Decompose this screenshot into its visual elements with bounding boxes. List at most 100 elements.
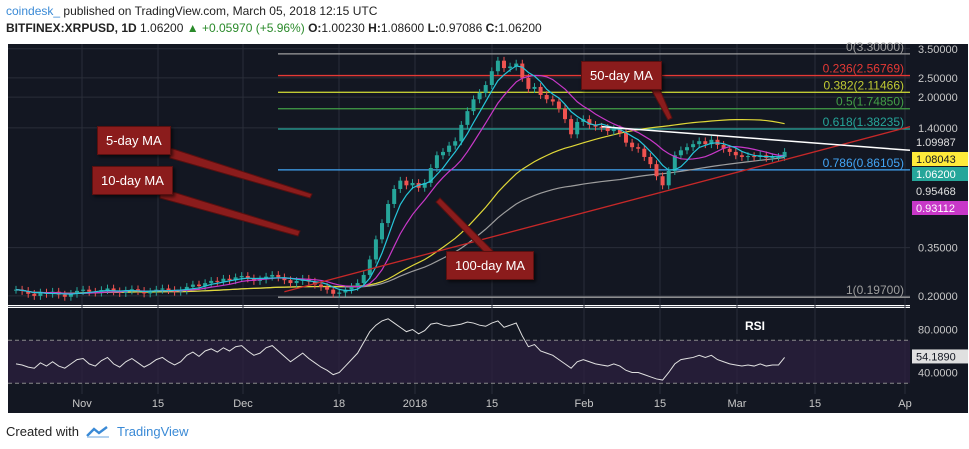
candle-body <box>447 145 452 152</box>
candle-body <box>569 119 574 135</box>
candle-body <box>746 156 750 158</box>
candle-body <box>380 223 384 240</box>
candle-body <box>129 289 134 291</box>
low-label: L: <box>427 21 439 35</box>
close-label: C: <box>485 21 499 35</box>
candle-body <box>453 141 458 146</box>
candle-body <box>605 127 610 132</box>
rsi-band <box>8 340 910 384</box>
candle-body <box>532 86 537 89</box>
candle-body <box>331 289 336 294</box>
candle-body <box>770 156 775 158</box>
x-tick-label: 15 <box>809 398 821 410</box>
candle-body <box>617 129 622 133</box>
publish-line: coindesk_ published on TradingView.com, … <box>6 4 377 18</box>
candle-body <box>660 176 665 186</box>
candle-body <box>355 283 360 287</box>
candle-body <box>398 180 403 189</box>
price-label-box <box>912 152 968 166</box>
y-tick-label: 0.20000 <box>918 291 958 303</box>
rsi-value-label: 54.1890 <box>916 351 956 363</box>
candle-body <box>361 274 366 284</box>
candle-body <box>471 99 476 112</box>
x-tick-label: Feb <box>575 398 594 410</box>
x-tick-label: 15 <box>486 398 498 410</box>
candle-body <box>678 150 683 156</box>
candle-body <box>32 293 37 296</box>
symbol-name: BITFINEX:XRPUSD, 1D <box>6 21 137 35</box>
candle-body <box>245 275 250 279</box>
brand-name[interactable]: coindesk_ <box>6 4 61 18</box>
annotation-ma100: 100-day MA <box>446 251 535 280</box>
candle-body <box>282 277 287 281</box>
tradingview-link[interactable]: TradingView <box>116 424 189 439</box>
x-tick-label: 15 <box>152 398 164 410</box>
annotation-ma5: 5-day MA <box>97 126 171 155</box>
annotation-ma10: 10-day MA <box>92 166 173 195</box>
candle-body <box>81 289 86 291</box>
rsi-tick-label: 40.0000 <box>918 368 958 380</box>
candle-body <box>148 291 153 294</box>
x-tick-label: 18 <box>333 398 345 410</box>
candle-body <box>227 278 232 281</box>
candle-body <box>343 289 348 293</box>
time-axis <box>8 394 910 413</box>
candle-body <box>367 259 372 275</box>
candle-body <box>672 155 677 171</box>
ma5-line <box>15 65 785 295</box>
y-tick-label: 0.35000 <box>918 243 958 255</box>
symbol-line: BITFINEX:XRPUSD, 1D 1.06200 ▲ +0.05970 (… <box>6 21 542 35</box>
candle-body <box>325 286 330 290</box>
x-tick-label: Mar <box>728 398 747 410</box>
y-tick-label: 2.50000 <box>918 73 958 85</box>
candle-body <box>251 278 256 281</box>
created-with-label: Created with <box>6 424 79 439</box>
candle-body <box>26 290 31 294</box>
candle-body <box>666 170 671 186</box>
candle-body <box>697 141 702 145</box>
x-tick-label: Nov <box>72 398 92 410</box>
candle-body <box>489 71 494 86</box>
candle-body <box>404 180 409 186</box>
open-label: O: <box>308 21 322 35</box>
candle-body <box>337 292 342 294</box>
candle-body <box>544 94 549 100</box>
candle-body <box>685 147 689 151</box>
price-label-text: 1.08043 <box>916 154 956 166</box>
candle-body <box>624 132 628 143</box>
fib-level-label: 1(0.19700) <box>846 283 904 297</box>
candle-body <box>386 203 391 224</box>
candle-body <box>184 286 189 291</box>
resistance-trendline <box>601 125 911 152</box>
low-value: 0.97086 <box>438 21 483 35</box>
candle-body <box>739 155 744 157</box>
candle-body <box>233 277 238 281</box>
support-trendline <box>284 126 911 293</box>
fib-level-label: 0.236(2.56769) <box>823 62 904 76</box>
candle-body <box>776 156 781 158</box>
x-tick-label: Ap <box>898 398 911 410</box>
last-price: 1.06200 <box>140 21 184 35</box>
candle-body <box>782 151 787 157</box>
candle-body <box>62 294 67 297</box>
candle-body <box>587 119 592 125</box>
candle-body <box>306 278 311 282</box>
candle-body <box>636 147 641 149</box>
candle-body <box>215 280 220 282</box>
candle-body <box>319 284 323 287</box>
tradingview-logo-icon <box>86 425 109 438</box>
price-label-box <box>912 135 968 149</box>
candle-body <box>221 278 226 282</box>
y-tick-label: 1.40000 <box>918 123 958 135</box>
candle-body <box>349 286 354 290</box>
candle-body <box>520 63 525 78</box>
rsi-value-box <box>912 349 968 364</box>
candle-body <box>197 284 201 287</box>
price-label-text: 0.93112 <box>916 203 955 215</box>
published-text: published on TradingView.com, March 05, … <box>63 4 378 18</box>
candle-body <box>373 239 378 260</box>
candle-body <box>136 289 140 291</box>
candle-body <box>556 101 561 109</box>
candle-body <box>111 288 116 292</box>
